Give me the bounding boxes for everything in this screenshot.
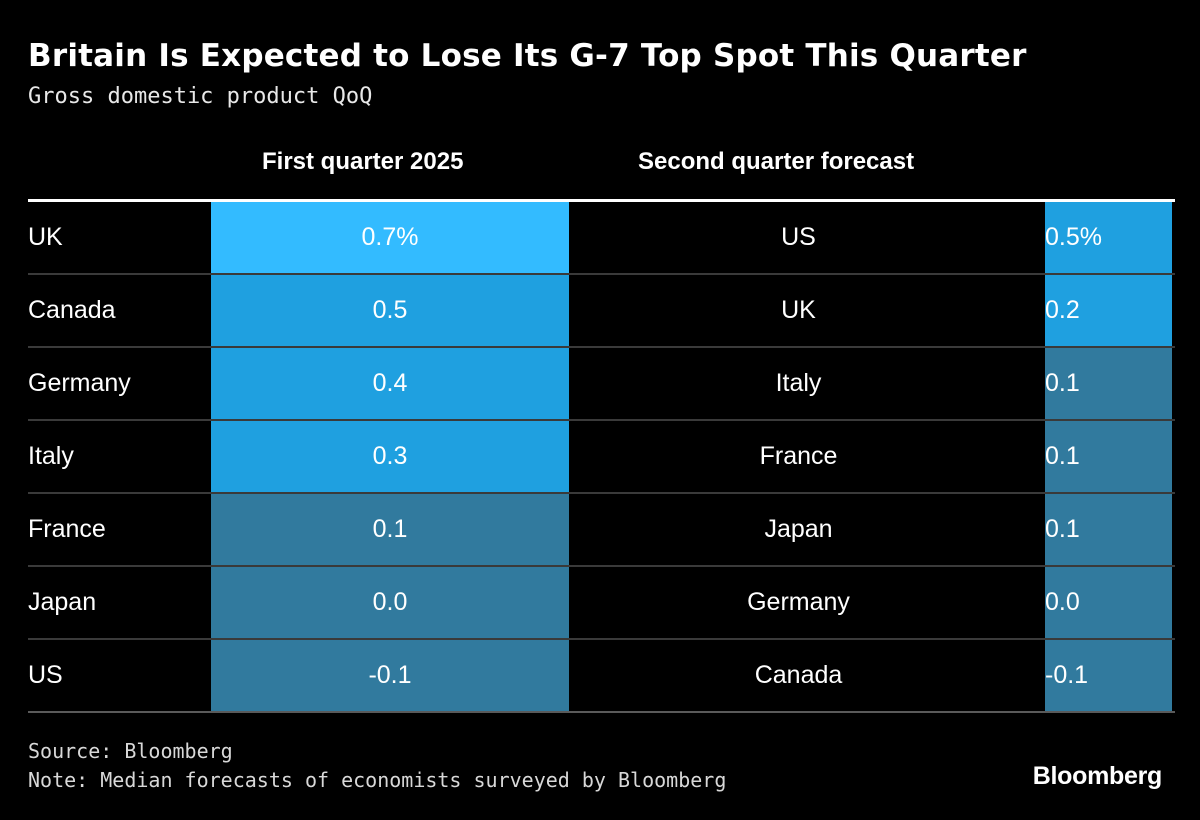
table-row: Canada 0.5 UK 0.2 — [28, 275, 1175, 348]
table-row: Japan 0.0 Germany 0.0 — [28, 567, 1175, 640]
table-row: Germany 0.4 Italy 0.1 — [28, 348, 1175, 421]
q1-country-label: Canada — [28, 296, 116, 324]
q2-value-cell: 0.1 — [1045, 421, 1172, 492]
q1-country-label: Germany — [28, 369, 131, 397]
q1-country-label: US — [28, 661, 63, 689]
q1-value-cell: -0.1 — [211, 640, 569, 711]
q2-country-label: France — [759, 442, 838, 470]
bloomberg-logo: Bloomberg — [1032, 762, 1163, 790]
source-note: Source: Bloomberg — [28, 739, 233, 763]
q1-value-cell: 0.3 — [211, 421, 569, 492]
chart-subtitle: Gross domestic product QoQ — [28, 84, 373, 109]
q1-value-cell: 0.5 — [211, 275, 569, 346]
header-divider — [28, 199, 1175, 202]
table-row: US -0.1 Canada -0.1 — [28, 640, 1175, 713]
footnote: Note: Median forecasts of economists sur… — [28, 768, 727, 792]
gdp-table: UK 0.7% US 0.5% Canada 0.5 UK 0.2 Germany 0.4 Ital… — [28, 202, 1175, 713]
q2-value-cell: 0.1 — [1045, 494, 1172, 565]
table-row: UK 0.7% US 0.5% — [28, 202, 1175, 275]
q2-value-cell: 0.1 — [1045, 348, 1172, 419]
q1-value-cell: 0.1 — [211, 494, 569, 565]
table-row: Italy 0.3 France 0.1 — [28, 421, 1175, 494]
q2-value-cell: -0.1 — [1045, 640, 1172, 711]
column-header-second-quarter: Second quarter forecast — [638, 148, 915, 175]
q1-value-cell: 0.7% — [211, 202, 569, 273]
q1-value-cell: 0.0 — [211, 567, 569, 638]
q1-country-label: Italy — [28, 442, 74, 470]
q2-country-label: Japan — [764, 515, 833, 543]
q1-country-label: Japan — [28, 588, 97, 616]
chart-title: Britain Is Expected to Lose Its G-7 Top … — [28, 38, 1027, 74]
q2-country-label: Canada — [754, 661, 843, 689]
q2-country-label: US — [781, 223, 816, 251]
q2-country-label: Germany — [747, 588, 850, 616]
table-row: France 0.1 Japan 0.1 — [28, 494, 1175, 567]
column-header-first-quarter: First quarter 2025 — [262, 148, 464, 175]
q1-value-cell: 0.4 — [211, 348, 569, 419]
q2-country-label: Italy — [775, 369, 822, 397]
q1-country-label: UK — [28, 223, 63, 251]
q2-value-cell: 0.5% — [1045, 202, 1172, 273]
q1-country-label: France — [28, 515, 106, 543]
q2-country-label: UK — [781, 296, 816, 324]
q2-value-cell: 0.0 — [1045, 567, 1172, 638]
q2-value-cell: 0.2 — [1045, 275, 1172, 346]
